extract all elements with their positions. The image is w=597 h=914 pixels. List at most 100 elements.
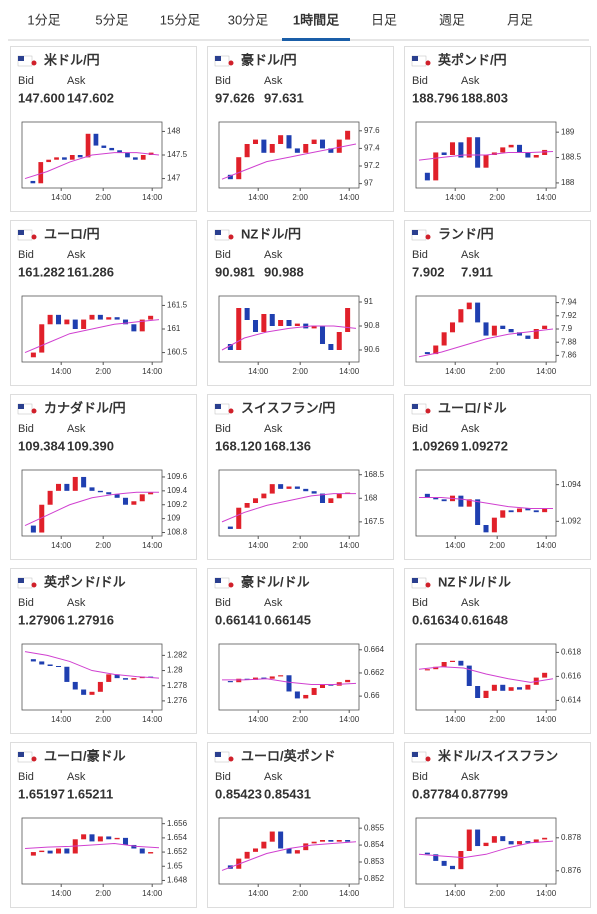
card-title[interactable]: 英ポンド/ドル <box>43 574 126 589</box>
candle <box>72 681 78 690</box>
y-tick-label: 1.65 <box>167 861 183 870</box>
candle <box>114 674 120 679</box>
card-title[interactable]: NZドル/円 <box>241 226 301 241</box>
flag-canton <box>412 578 418 583</box>
card-border <box>404 46 591 212</box>
rate-card[interactable]: ランド/円 Bid Ask 7.902 7.911 7.86 7.88 7.9 7.92 7.94… <box>404 220 591 386</box>
rate-card[interactable]: NZドル/円 Bid Ask 90.981 90.988 90.6 90.8 91 14:00 2… <box>207 220 394 386</box>
tab[interactable]: 30分足 <box>228 12 268 27</box>
candle <box>62 157 67 160</box>
ask-value: 161.286 <box>67 264 114 279</box>
card-title[interactable]: スイスフラン/円 <box>241 400 335 415</box>
candle <box>525 841 531 843</box>
tab[interactable]: 日足 <box>371 12 397 27</box>
card-border <box>207 220 394 386</box>
bid-label: Bid <box>412 597 428 609</box>
card-title[interactable]: カナダドル/円 <box>44 400 126 415</box>
chart-frame <box>218 469 360 537</box>
card-title[interactable]: ユーロ/円 <box>44 226 100 241</box>
candle <box>47 664 53 666</box>
candle <box>227 174 233 180</box>
candle <box>55 666 62 667</box>
candle <box>47 314 53 325</box>
candle <box>131 324 137 332</box>
candle <box>441 662 447 667</box>
tab[interactable]: 週足 <box>439 12 465 27</box>
candle <box>458 660 464 666</box>
card-title[interactable]: 米ドル/円 <box>44 52 100 67</box>
card-title[interactable]: 豪ドル/ドル <box>241 574 310 589</box>
bid-value: 188.796 <box>412 90 459 105</box>
candle <box>424 352 430 355</box>
y-tick-label: 108.8 <box>167 528 188 537</box>
y-tick-label: 97.6 <box>364 126 380 135</box>
card-title[interactable]: ユーロ/英ポンド <box>241 748 336 763</box>
candle <box>81 689 87 695</box>
card-title[interactable]: 英ポンド/円 <box>437 52 507 67</box>
candle <box>441 152 447 155</box>
active-tab-underline <box>282 38 350 41</box>
flag-canton <box>18 404 24 409</box>
candle <box>122 497 129 505</box>
card-title[interactable]: 豪ドル/円 <box>241 52 297 67</box>
y-tick-label: 90.6 <box>364 345 380 354</box>
chart-frame <box>415 643 557 711</box>
bid-value: 161.282 <box>18 264 65 279</box>
bid-value: 0.66141 <box>215 612 262 627</box>
flag-canton <box>412 404 418 409</box>
candle <box>466 829 472 851</box>
candle <box>131 501 137 505</box>
moving-average <box>418 328 554 358</box>
bid-label: Bid <box>215 597 231 609</box>
candle <box>252 848 259 852</box>
candle <box>525 335 531 339</box>
tab[interactable]: 1時間足 <box>293 12 340 27</box>
candle <box>483 842 489 847</box>
tab[interactable]: 5分足 <box>95 12 128 27</box>
candle <box>261 139 267 153</box>
card-border <box>10 220 197 386</box>
flag-canton <box>412 56 418 61</box>
x-tick-label: 14:00 <box>445 541 466 550</box>
card-title[interactable]: ランド/円 <box>438 226 494 241</box>
candle <box>294 691 300 699</box>
candle <box>319 139 326 149</box>
y-tick-label: 109 <box>167 514 181 523</box>
candle <box>93 133 99 146</box>
candle <box>122 837 129 845</box>
card-title[interactable]: ユーロ/豪ドル <box>44 748 126 763</box>
candle <box>236 507 242 529</box>
ask-value: 7.911 <box>461 264 493 279</box>
candle <box>89 691 95 695</box>
flag-canton <box>215 578 221 583</box>
y-tick-label: 91 <box>364 297 373 306</box>
moving-average <box>24 651 160 679</box>
card-title[interactable]: 米ドル/スイスフラン <box>438 748 558 763</box>
tab[interactable]: 月足 <box>507 12 533 27</box>
rate-card[interactable]: 豪ドル/円 Bid Ask 97.626 97.631 97 97.2 97.4 97.6 14:… <box>207 46 394 212</box>
card-title[interactable]: NZドル/ドル <box>438 574 511 589</box>
moving-average <box>418 840 554 859</box>
tab[interactable]: 15分足 <box>160 12 200 27</box>
card-title[interactable]: ユーロ/ドル <box>438 400 507 415</box>
flag-mark <box>228 756 234 762</box>
candle <box>466 665 472 686</box>
x-tick-label: 14:00 <box>536 889 557 898</box>
ask-value: 0.87799 <box>461 786 508 801</box>
y-tick-label: 7.94 <box>561 298 577 307</box>
candle <box>508 329 514 333</box>
tab[interactable]: 1分足 <box>27 12 60 27</box>
